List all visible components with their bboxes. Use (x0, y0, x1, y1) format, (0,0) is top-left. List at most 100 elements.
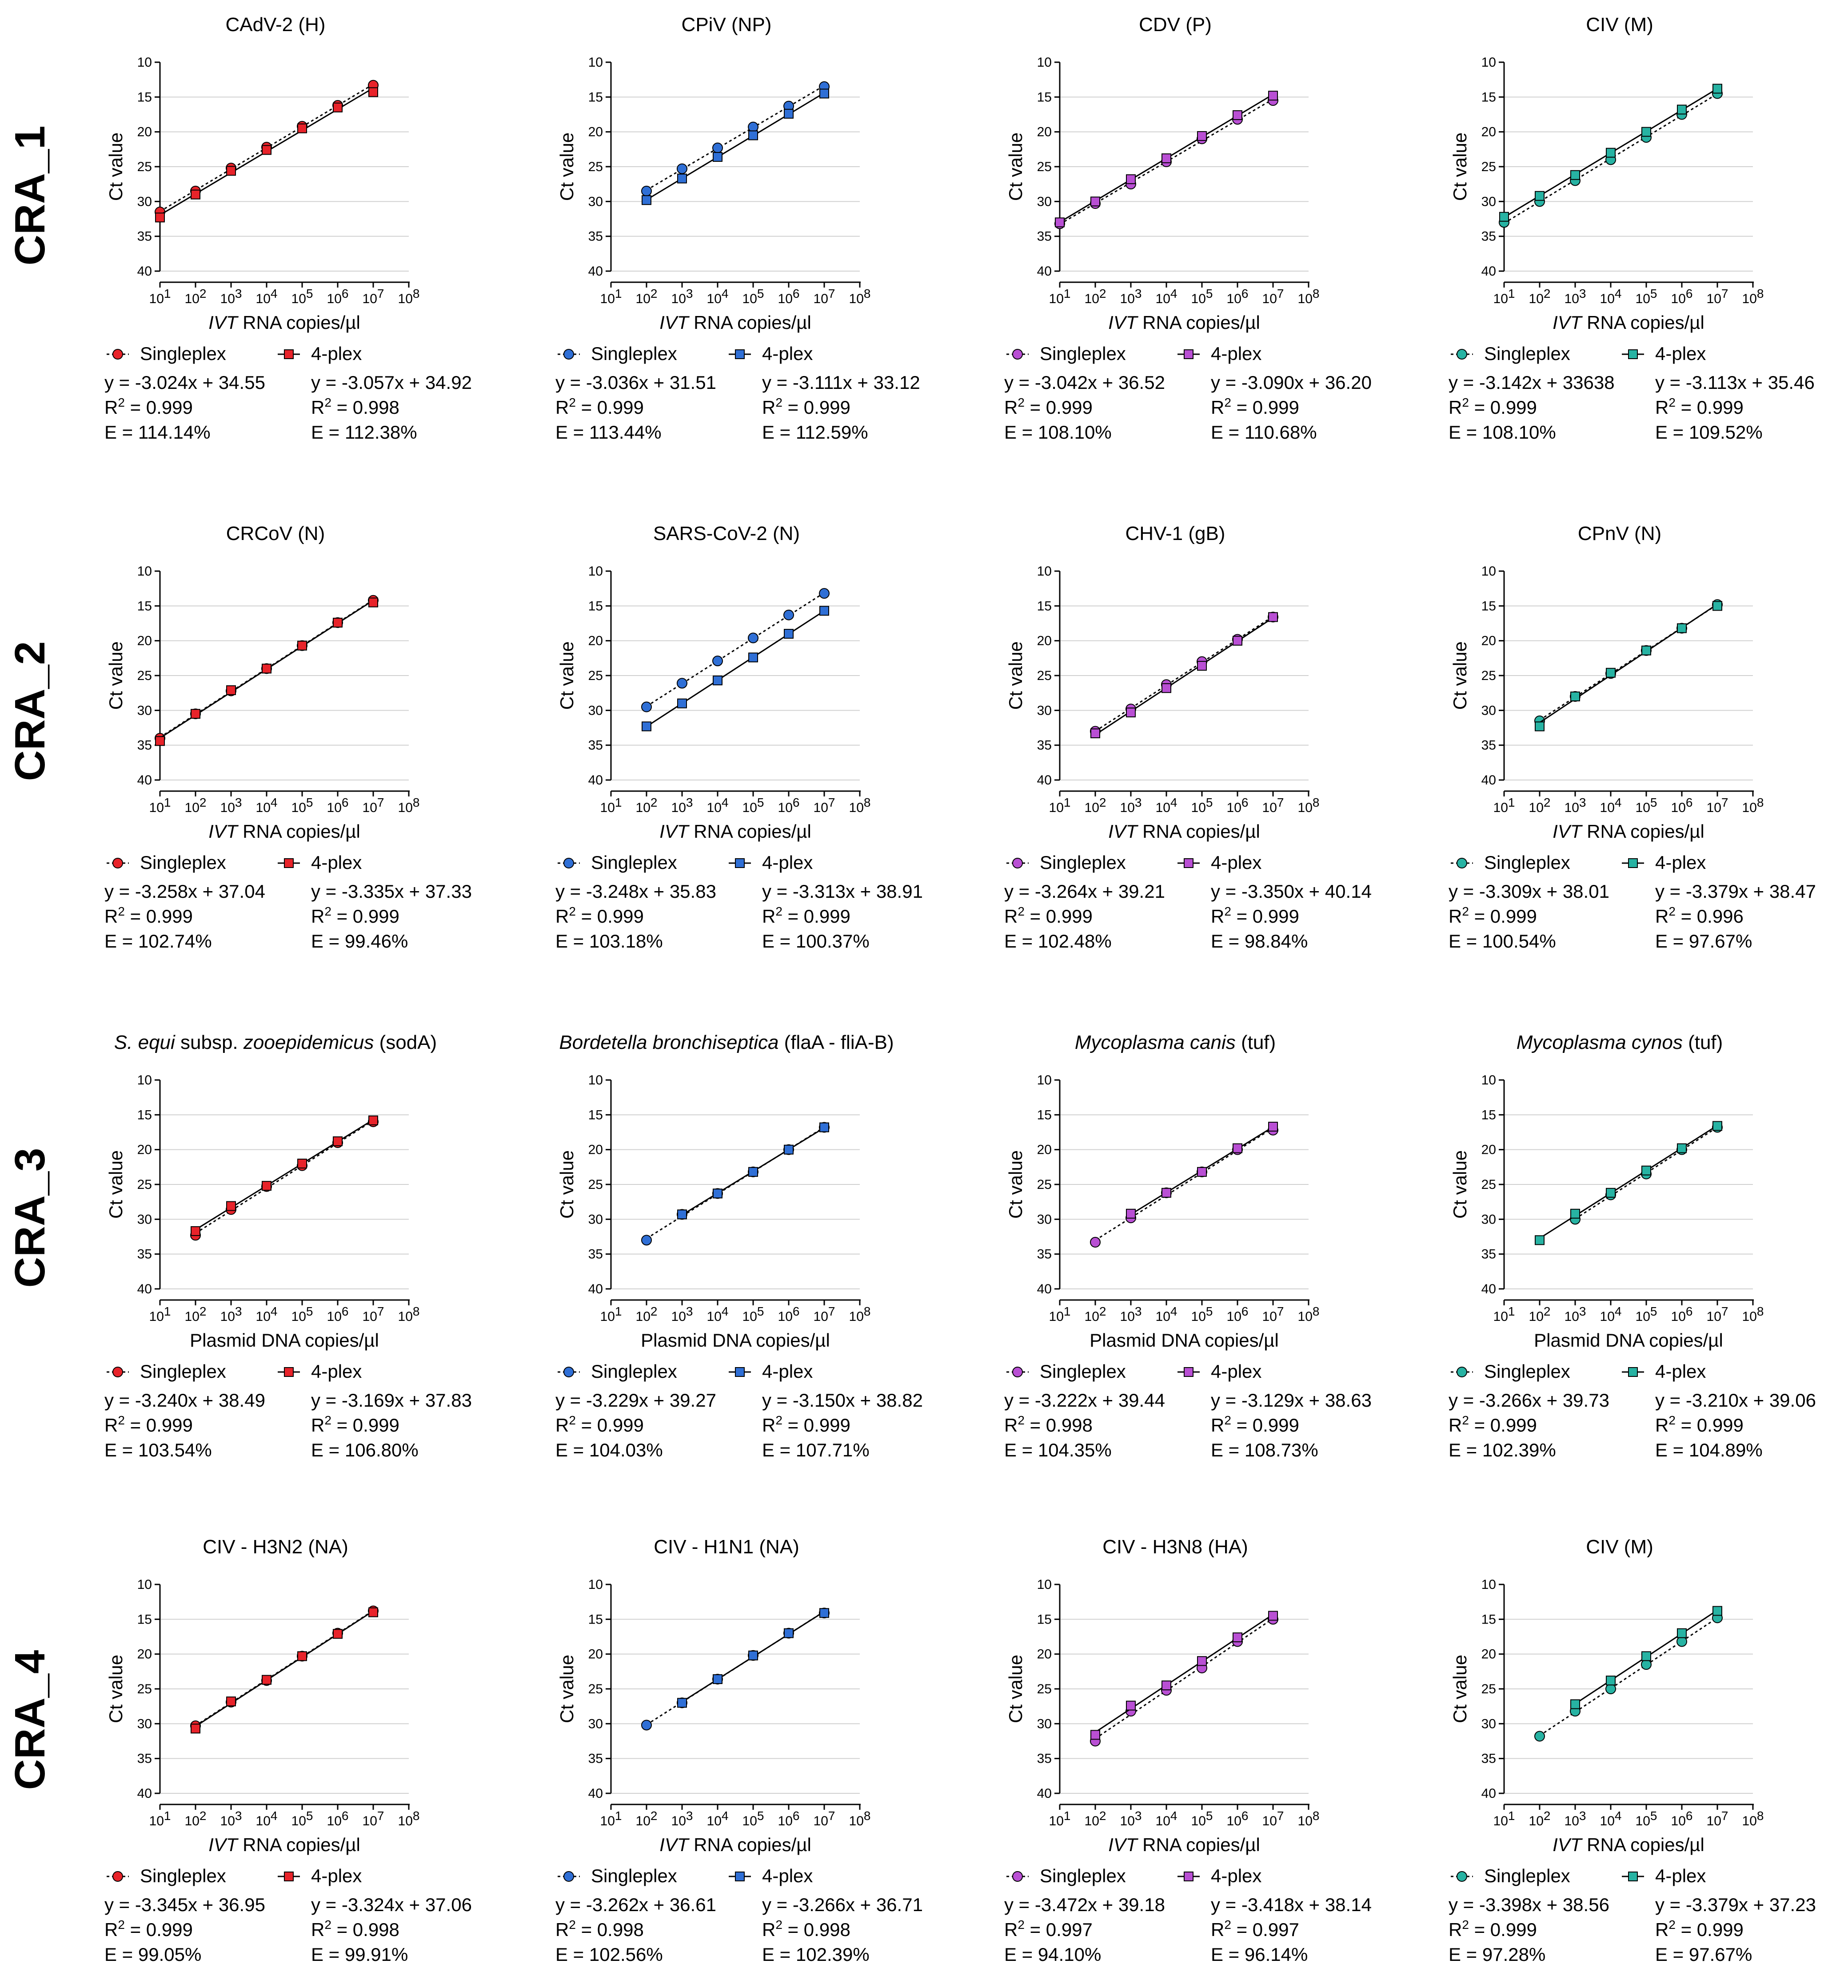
y-tick-label: 20 (588, 125, 603, 140)
x-tick-exponent: 5 (1206, 796, 1213, 809)
fourplex-point (333, 1136, 343, 1146)
chart-panel: Bordetella bronchiseptica (flaA - fliA-B… (555, 1032, 923, 1460)
y-tick-label: 10 (1481, 564, 1496, 579)
x-tick-label: 105 (1636, 796, 1657, 815)
x-axis-label-text: Plasmid DNA copies/µl (190, 1330, 379, 1351)
x-tick-label: 106 (778, 1304, 800, 1324)
y-tick-label: 35 (588, 1247, 603, 1262)
x-tick-exponent: 7 (1277, 1304, 1284, 1318)
fourplex-point (297, 640, 307, 651)
x-tick-base: 10 (1671, 1309, 1686, 1324)
x-tick-base: 10 (1600, 292, 1615, 306)
x-tick-exponent: 1 (615, 796, 622, 809)
x-tick-label: 107 (814, 287, 835, 306)
x-tick-exponent: 1 (1064, 287, 1071, 300)
x-tick-base: 10 (185, 1309, 200, 1324)
x-tick-base: 10 (1565, 292, 1579, 306)
x-tick-base: 10 (1493, 800, 1508, 815)
fourplex-point (819, 1608, 829, 1618)
x-axis-label-text: Plasmid DNA copies/µl (1534, 1330, 1723, 1351)
stat-r: R (311, 1919, 324, 1940)
x-tick-exponent: 3 (686, 287, 693, 300)
x-tick-exponent: 8 (1313, 796, 1320, 809)
x-tick-exponent: 8 (864, 287, 871, 300)
y-axis-label: Ct value (1449, 641, 1470, 710)
legend-singleplex-marker (112, 858, 123, 868)
x-tick-label: 106 (327, 1809, 349, 1828)
stat-efficiency: E = 107.71% (762, 1440, 870, 1460)
fourplex-point (1712, 1606, 1722, 1616)
stat-r-exponent: 2 (118, 1413, 125, 1427)
legend-singleplex-marker (112, 349, 123, 360)
fourplex-point (1233, 1632, 1242, 1643)
fourplex-point (784, 1144, 794, 1155)
x-tick-label: 101 (1493, 1809, 1515, 1828)
fourplex-point (1268, 1121, 1278, 1132)
x-tick-base: 10 (363, 292, 377, 306)
stat-r-exponent: 2 (324, 1413, 331, 1427)
chart-title-part: (tuf) (1236, 1032, 1276, 1053)
y-tick-label: 25 (137, 668, 152, 683)
fourplex-point (713, 152, 722, 162)
y-tick-label: 25 (588, 160, 603, 174)
stat-r: R (104, 906, 118, 927)
y-tick-label: 35 (588, 738, 603, 753)
fourplex-point (1499, 212, 1509, 222)
y-tick-label: 35 (1037, 1752, 1052, 1766)
x-tick-base: 10 (1493, 1309, 1508, 1324)
fourplex-point (262, 145, 271, 155)
chart-title-part: SARS-CoV-2 (N) (653, 523, 800, 544)
x-axis-label-italic: IVT (208, 1834, 239, 1855)
chart-title: CIV - H1N1 (NA) (654, 1536, 799, 1558)
stat-r-squared: R2 = 0.999 (1449, 1413, 1537, 1436)
fourplex-point (1090, 1730, 1100, 1740)
fourplex-point (748, 130, 758, 140)
stat-efficiency: E = 103.54% (104, 1440, 212, 1460)
legend-fourplex-label: 4-plex (1211, 1361, 1261, 1382)
chart-title-part: CIV - H1N1 (NA) (654, 1536, 799, 1558)
stat-equation: y = -3.042x + 36.52 (1004, 372, 1165, 393)
singleplex-point (677, 678, 687, 689)
y-tick-label: 25 (588, 668, 603, 683)
stat-r-value: = 0.998 (782, 1919, 850, 1940)
legend-singleplex-marker (1012, 349, 1023, 360)
chart-title: CDV (P) (1139, 14, 1212, 36)
singleplex-point (712, 142, 723, 153)
x-tick-label: 107 (1707, 1809, 1728, 1828)
stat-r: R (1449, 906, 1462, 927)
legend-singleplex-marker (563, 1367, 574, 1377)
stat-r-value: = 0.999 (576, 906, 644, 927)
x-tick-exponent: 2 (200, 1304, 207, 1318)
chart-title: CRCoV (N) (226, 523, 325, 544)
x-tick-exponent: 6 (1241, 1809, 1249, 1823)
singleplex-point (641, 701, 652, 712)
stat-r-value: = 0.999 (1469, 906, 1537, 927)
x-axis-label-italic: IVT (1553, 312, 1583, 333)
x-tick-base: 10 (1049, 1814, 1064, 1828)
x-tick-base: 10 (814, 1814, 828, 1828)
stat-equation: y = -3.266x + 39.73 (1449, 1390, 1609, 1411)
x-tick-label: 108 (1298, 287, 1320, 306)
x-tick-exponent: 4 (1615, 1304, 1622, 1318)
stat-r-exponent: 2 (1668, 396, 1676, 409)
x-tick-base: 10 (1156, 1814, 1170, 1828)
y-tick-label: 15 (588, 90, 603, 104)
y-tick-label: 25 (137, 160, 152, 174)
singleplex-point (1605, 1684, 1616, 1694)
x-tick-exponent: 1 (1508, 796, 1515, 809)
x-tick-exponent: 6 (793, 1304, 800, 1318)
x-tick-exponent: 6 (1686, 287, 1693, 300)
singleplex-fit-line (1095, 616, 1273, 732)
chart-title-part: S. equi (114, 1032, 176, 1053)
fourplex-point (748, 1167, 758, 1177)
x-tick-label: 106 (1671, 1809, 1693, 1828)
x-axis-label-text: Plasmid DNA copies/µl (641, 1330, 830, 1351)
x-tick-base: 10 (220, 800, 235, 815)
stat-r-value: = 0.999 (1469, 1415, 1537, 1436)
legend-fourplex-label: 4-plex (311, 1865, 362, 1886)
y-tick-label: 40 (1037, 773, 1052, 788)
legend-fourplex-marker (1628, 349, 1638, 359)
legend-fourplex-label: 4-plex (1655, 343, 1706, 364)
fourplex-point (191, 1226, 200, 1236)
legend-singleplex-label: Singleplex (1484, 852, 1570, 873)
